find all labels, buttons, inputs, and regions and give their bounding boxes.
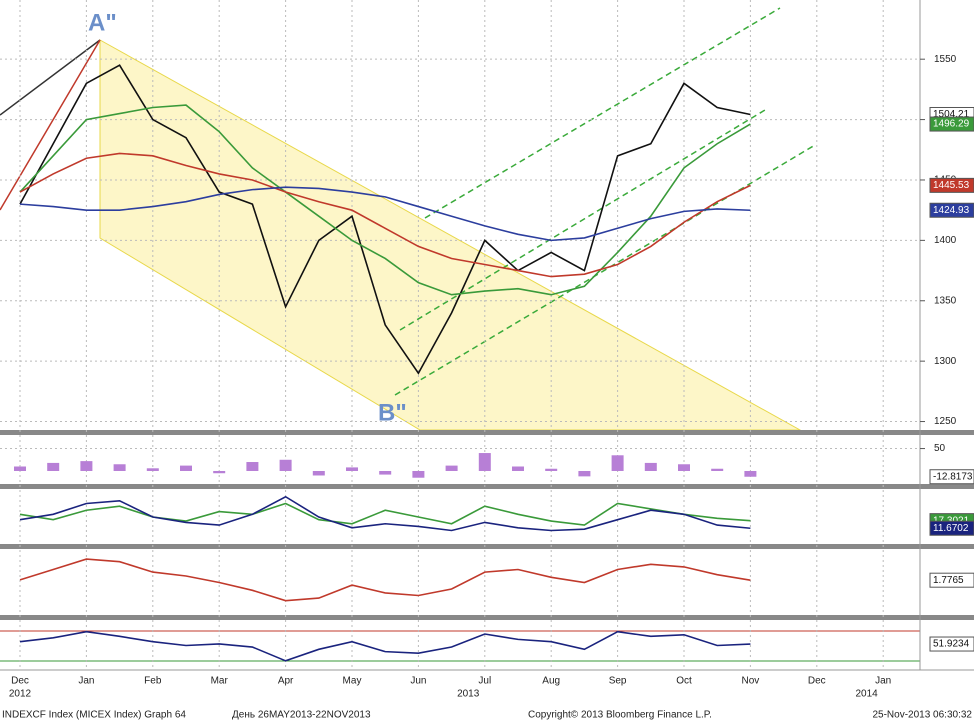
price-tag-label: 51.9234 — [933, 639, 970, 650]
trend-line — [394, 144, 816, 396]
separator — [0, 544, 974, 549]
x-tick-label: Jan — [78, 676, 94, 687]
bar — [711, 468, 724, 471]
annotation: A" — [88, 9, 117, 36]
bar — [644, 462, 657, 471]
series-line — [19, 186, 751, 242]
bar — [180, 465, 192, 471]
price-tag-label: 1504.21 — [933, 109, 970, 120]
x-tick-label: Aug — [542, 676, 560, 687]
price-tag — [929, 636, 974, 652]
bar — [678, 464, 690, 471]
footer-text: День 26MAY2013-22NOV2013 — [232, 710, 371, 721]
year-label: 2014 — [855, 689, 878, 700]
bar — [346, 467, 358, 471]
y-tick-label: 1300 — [934, 356, 957, 367]
x-tick-label: Jun — [410, 676, 426, 687]
x-tick-label: May — [343, 676, 362, 687]
separator — [0, 615, 974, 620]
series-line — [19, 630, 751, 662]
bar — [744, 470, 757, 477]
series-line — [19, 495, 751, 532]
series-line — [19, 104, 751, 296]
price-tag-label: 1496.29 — [933, 119, 970, 130]
trend-line — [0, 39, 101, 116]
trend-line — [0, 39, 101, 211]
y-tick-label: 1400 — [934, 235, 957, 246]
x-tick-label: Mar — [211, 676, 229, 687]
trend-line — [424, 7, 781, 219]
series-line — [19, 64, 751, 375]
y-tick-label: 1350 — [934, 295, 957, 306]
x-tick-label: Feb — [144, 676, 162, 687]
x-tick-label: Jul — [478, 676, 491, 687]
y-tick-label: 1550 — [934, 54, 957, 65]
series-line — [19, 152, 751, 278]
bar — [47, 462, 60, 471]
separator — [0, 430, 974, 435]
bar — [279, 459, 292, 471]
bar — [578, 470, 591, 477]
x-tick-label: Oct — [676, 676, 692, 687]
price-tag — [929, 469, 974, 485]
bar — [113, 464, 126, 471]
price-tag-label: -12.8173 — [933, 471, 973, 482]
price-tag — [929, 177, 974, 193]
y-tick-label: 1250 — [934, 416, 957, 427]
bar — [379, 470, 392, 475]
x-tick-label: Nov — [742, 676, 760, 687]
bar — [611, 455, 624, 471]
bar — [146, 468, 159, 471]
series-line — [19, 502, 751, 526]
bar — [312, 470, 325, 476]
series-line — [19, 558, 751, 602]
price-tag — [929, 572, 974, 588]
footer-text: 25-Nov-2013 06:30:32 — [872, 710, 972, 721]
x-tick-label: Dec — [11, 676, 29, 687]
bar — [545, 468, 558, 471]
bar — [512, 466, 524, 471]
bar — [14, 466, 26, 471]
x-tick-label: Dec — [808, 676, 826, 687]
price-tag — [929, 520, 974, 536]
y-tick-label: 50 — [934, 443, 946, 454]
x-tick-label: Apr — [278, 676, 294, 687]
bar — [478, 453, 491, 471]
bar — [412, 470, 425, 478]
year-label: 2012 — [9, 689, 32, 700]
separator — [0, 484, 974, 489]
bar — [445, 465, 458, 471]
year-label: 2013 — [457, 689, 480, 700]
bar — [246, 462, 259, 471]
price-tag — [929, 116, 974, 132]
price-tag — [929, 202, 974, 218]
footer-text: Copyright© 2013 Bloomberg Finance L.P. — [528, 710, 712, 721]
footer-text: INDEXCF Index (MICEX Index) Graph 64 — [2, 710, 186, 721]
x-tick-label: Sep — [609, 676, 627, 687]
bar — [80, 461, 93, 471]
price-tag-label: 1424.93 — [933, 205, 970, 216]
price-tag-label: 1.7765 — [933, 575, 964, 586]
price-tag-label: 11.6702 — [933, 523, 969, 534]
x-tick-label: Jan — [875, 676, 891, 687]
price-tag-label: 1445.53 — [933, 180, 970, 191]
bar — [213, 470, 226, 474]
annotation: B" — [378, 399, 407, 426]
